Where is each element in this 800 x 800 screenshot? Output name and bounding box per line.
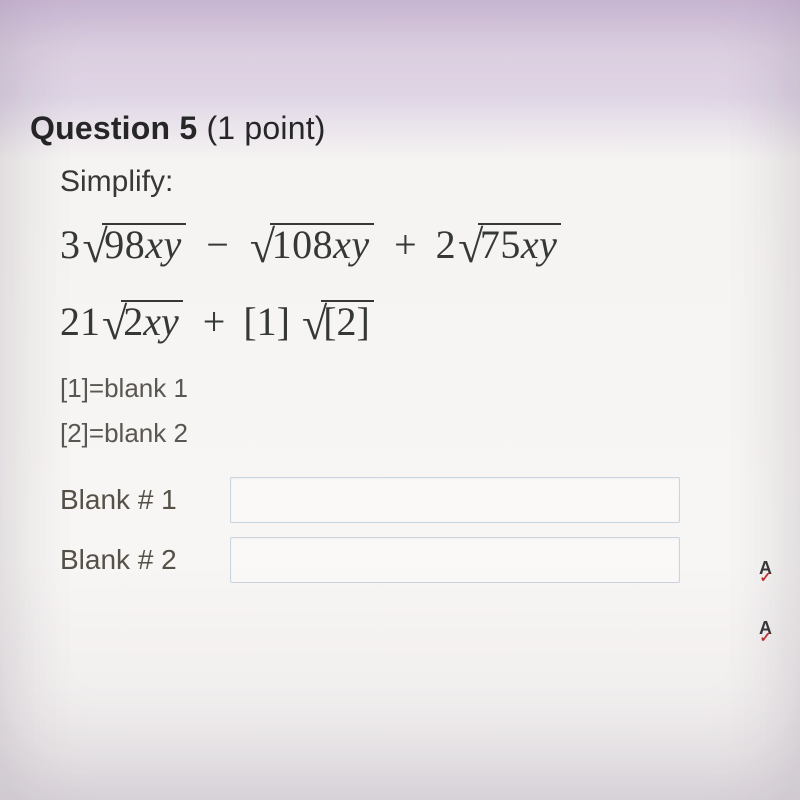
rad4-num: 2: [123, 299, 143, 344]
spellcheck-icon[interactable]: A ✓: [759, 622, 772, 642]
blank2-label: Blank # 2: [60, 544, 230, 576]
legend-blank2: [2]=blank 2: [60, 418, 790, 449]
spellcheck-mark: ✓: [760, 633, 772, 643]
rad1-vars: xy: [145, 222, 182, 267]
plus-op-2: +: [203, 299, 226, 344]
math-expression-line2: 21√2xy + [1] √[2]: [60, 298, 790, 345]
spellcheck-icon[interactable]: A ✓: [759, 562, 772, 582]
blank1-label: Blank # 1: [60, 484, 230, 516]
plus-op: +: [394, 222, 417, 267]
minus-op: −: [206, 222, 229, 267]
coef-1: 3: [60, 222, 81, 267]
sqrt-4: √2xy: [102, 298, 183, 345]
blank-placeholder-1: [1]: [243, 299, 290, 344]
blank-row-1: Blank # 1: [60, 477, 790, 523]
math-expression-line1: 3√98xy − √108xy + 2√75xy: [60, 221, 790, 268]
question-points: (1 point): [206, 110, 325, 146]
sqrt-1: √98xy: [83, 221, 186, 268]
question-content: Question 5 (1 point) Simplify: 3√98xy − …: [30, 110, 790, 583]
top-glare: [0, 0, 800, 100]
question-title-row: Question 5 (1 point): [30, 110, 790, 147]
coef-3: 2: [436, 222, 457, 267]
rad2-num: 108: [272, 222, 334, 267]
blank-placeholder-2: [2]: [323, 299, 370, 344]
blank1-input[interactable]: [230, 477, 680, 523]
spellcheck-mark: ✓: [760, 573, 772, 583]
blank2-input[interactable]: [230, 537, 680, 583]
sqrt-2: √108xy: [250, 221, 374, 268]
instruction-text: Simplify:: [60, 165, 790, 199]
sqrt-3: √75xy: [458, 221, 561, 268]
blank-row-2: Blank # 2: [60, 537, 790, 583]
rad1-num: 98: [104, 222, 145, 267]
legend-blank1: [1]=blank 1: [60, 373, 790, 404]
rad3-num: 75: [480, 222, 521, 267]
rad4-vars: xy: [143, 299, 179, 344]
rad2-vars: xy: [333, 222, 370, 267]
sqrt-5: √[2]: [302, 298, 374, 345]
rad3-vars: xy: [521, 222, 558, 267]
coef-21: 21: [60, 299, 100, 344]
question-number: Question 5: [30, 110, 197, 146]
